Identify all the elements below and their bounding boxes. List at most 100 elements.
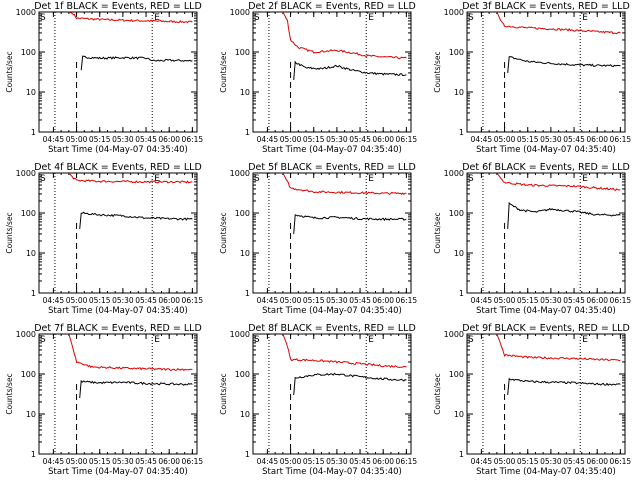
x-tick-label: 05:45 xyxy=(135,135,157,144)
x-tick-label: 06:15 xyxy=(610,457,632,466)
x-axis-label: Start Time (04-May-07 04:35:40) xyxy=(262,145,402,155)
end-label: E xyxy=(154,174,160,184)
x-tick-label: 05:45 xyxy=(563,457,585,466)
start-label: S xyxy=(40,13,46,23)
x-tick-label: 05:15 xyxy=(517,457,539,466)
y-axis-label: Counts/sec xyxy=(219,373,228,414)
end-label: E xyxy=(154,13,160,23)
events-rate-line xyxy=(507,201,621,229)
y-tick-label: 100 xyxy=(21,209,36,218)
y-tick-label: 1000 xyxy=(16,8,36,17)
y-tick-label: 1000 xyxy=(230,330,250,339)
x-tick-label: 05:30 xyxy=(112,135,134,144)
lld-rate-line xyxy=(496,172,621,192)
x-tick-label: 05:00 xyxy=(66,296,88,305)
x-tick-label: 05:45 xyxy=(135,296,157,305)
y-tick-label: 10 xyxy=(454,249,464,258)
x-tick-label: 04:45 xyxy=(257,135,279,144)
x-axis-label: Start Time (04-May-07 04:35:40) xyxy=(476,306,616,316)
x-axis-label: Start Time (04-May-07 04:35:40) xyxy=(262,467,402,477)
detector-panel-2: Det 2f BLACK = Events, RED = LLD 1 10 100 10… xyxy=(219,1,417,155)
y-tick-label: 10 xyxy=(454,410,464,419)
y-tick-label: 1 xyxy=(245,450,250,459)
x-axis-label: Start Time (04-May-07 04:35:40) xyxy=(48,467,188,477)
x-tick-label: 05:15 xyxy=(303,135,325,144)
events-rate-line xyxy=(507,377,621,395)
detector-panel-6: Det 6f BLACK = Events, RED = LLD 1 10 100 10… xyxy=(433,162,631,316)
y-tick-label: 10 xyxy=(26,249,36,258)
detector-panel-8: Det 8f BLACK = Events, RED = LLD 1 10 100 10… xyxy=(219,323,417,477)
x-tick-label: 06:00 xyxy=(372,296,394,305)
y-tick-label: 100 xyxy=(235,209,250,218)
lld-rate-line xyxy=(68,11,193,24)
y-tick-label: 1000 xyxy=(16,169,36,178)
start-label: S xyxy=(468,174,474,184)
detector-panel-5: Det 5f BLACK = Events, RED = LLD 1 10 100 10… xyxy=(219,162,417,316)
y-tick-label: 100 xyxy=(235,48,250,57)
detector-panel-1: Det 1f BLACK = Events, RED = LLD 1 10 100 10… xyxy=(5,1,203,155)
x-tick-label: 05:30 xyxy=(540,135,562,144)
plot-frame xyxy=(252,172,412,294)
lld-rate-line xyxy=(282,333,407,369)
end-label: E xyxy=(368,13,374,23)
plot-frame xyxy=(38,333,198,455)
y-tick-label: 1 xyxy=(459,450,464,459)
x-tick-label: 05:00 xyxy=(280,457,302,466)
end-label: E xyxy=(368,335,374,345)
lld-rate-line xyxy=(282,172,407,195)
plot-frame xyxy=(466,333,626,455)
y-tick-label: 10 xyxy=(26,410,36,419)
start-label: S xyxy=(40,174,46,184)
y-axis-label: Counts/sec xyxy=(219,51,228,92)
x-tick-label: 05:15 xyxy=(89,457,111,466)
events-rate-line xyxy=(80,55,193,71)
start-label: S xyxy=(468,335,474,345)
x-tick-label: 05:15 xyxy=(303,457,325,466)
x-tick-label: 06:00 xyxy=(158,296,180,305)
y-axis-label: Counts/sec xyxy=(433,373,442,414)
x-tick-label: 04:45 xyxy=(257,296,279,305)
x-tick-label: 05:30 xyxy=(326,135,348,144)
x-tick-label: 05:00 xyxy=(494,135,516,144)
x-tick-label: 06:00 xyxy=(586,457,608,466)
x-tick-label: 04:45 xyxy=(43,135,65,144)
panel-title: Det 2f BLACK = Events, RED = LLD xyxy=(248,1,416,12)
y-axis-label: Counts/sec xyxy=(5,51,14,92)
x-tick-label: 05:45 xyxy=(349,296,371,305)
plot-frame xyxy=(252,11,412,133)
y-tick-label: 100 xyxy=(449,209,464,218)
y-tick-label: 1000 xyxy=(230,169,250,178)
y-tick-label: 10 xyxy=(454,88,464,97)
y-axis-label: Counts/sec xyxy=(219,212,228,253)
y-tick-label: 100 xyxy=(21,48,36,57)
lld-rate-line xyxy=(68,333,193,372)
detector-panel-4: Det 4f BLACK = Events, RED = LLD 1 10 100 10… xyxy=(5,162,203,316)
x-tick-label: 04:45 xyxy=(471,296,493,305)
lld-rate-line xyxy=(68,172,193,184)
y-tick-label: 10 xyxy=(26,88,36,97)
x-tick-label: 05:45 xyxy=(349,457,371,466)
x-tick-label: 05:45 xyxy=(349,135,371,144)
x-tick-label: 05:45 xyxy=(563,135,585,144)
events-rate-line xyxy=(79,379,193,399)
x-axis-label: Start Time (04-May-07 04:35:40) xyxy=(476,467,616,477)
y-tick-label: 1 xyxy=(31,128,36,137)
x-tick-label: 06:00 xyxy=(586,296,608,305)
x-tick-label: 05:00 xyxy=(280,296,302,305)
y-tick-label: 1000 xyxy=(230,8,250,17)
y-tick-label: 1 xyxy=(245,289,250,298)
x-tick-label: 05:15 xyxy=(89,296,111,305)
x-tick-label: 06:15 xyxy=(182,135,204,144)
panel-title: Det 3f BLACK = Events, RED = LLD xyxy=(462,1,630,12)
panel-title: Det 8f BLACK = Events, RED = LLD xyxy=(248,323,416,334)
y-tick-label: 100 xyxy=(21,370,36,379)
x-tick-label: 06:15 xyxy=(396,296,418,305)
x-axis-label: Start Time (04-May-07 04:35:40) xyxy=(476,145,616,155)
plot-frame xyxy=(38,11,198,133)
start-label: S xyxy=(468,13,474,23)
x-tick-label: 04:45 xyxy=(471,457,493,466)
x-tick-label: 05:00 xyxy=(280,135,302,144)
y-tick-label: 1 xyxy=(31,450,36,459)
y-tick-label: 1000 xyxy=(16,330,36,339)
